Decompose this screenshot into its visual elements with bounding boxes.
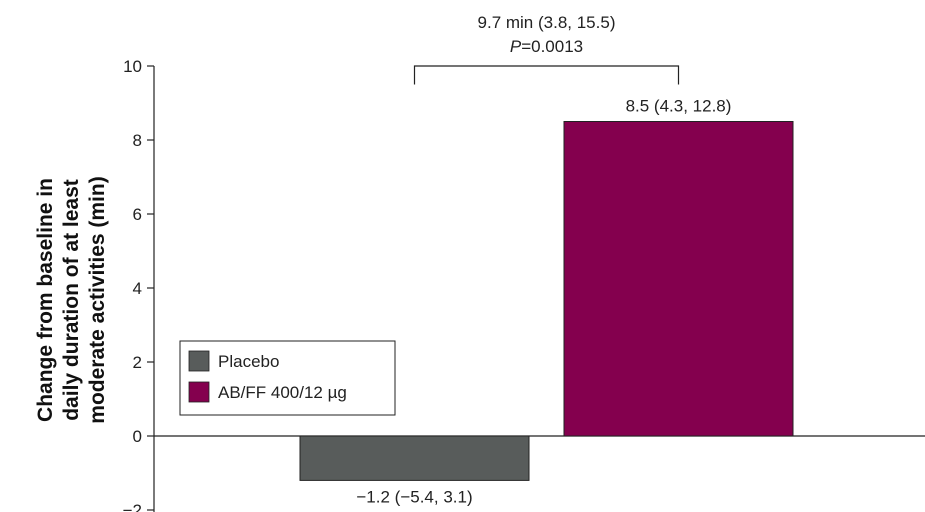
bars	[299, 121, 794, 481]
bar-value-label: −1.2 (−5.4, 3.1)	[356, 487, 472, 506]
y-tick-label: 4	[133, 279, 142, 298]
p-value-annotation: P=0.0013	[510, 37, 583, 56]
significance-bracket	[413, 65, 680, 85]
bar-labels: −1.2 (−5.4, 3.1) 8.5 (4.3, 12.8)	[356, 97, 731, 507]
p-value-number: =0.0013	[521, 37, 583, 56]
y-axis-ticks: −2 0 2 4 6 8 10	[123, 57, 154, 512]
legend-label-ab-ff: AB/FF 400/12 µg	[218, 383, 347, 402]
bar-value-label: 8.5 (4.3, 12.8)	[626, 97, 732, 116]
y-tick-label: 10	[123, 57, 142, 76]
y-axis-title-line-3: moderate activities (min)	[86, 176, 109, 423]
legend-swatch-placebo	[188, 350, 210, 372]
legend-swatch-ab-ff	[188, 381, 210, 403]
y-tick-label: 0	[133, 427, 142, 446]
y-tick-label: 2	[133, 353, 142, 372]
legend: Placebo AB/FF 400/12 µg	[179, 340, 396, 416]
y-axis-title-line-2: daily duration of at least	[60, 179, 83, 421]
legend-label-placebo: Placebo	[218, 352, 279, 371]
y-axis-title: Change from baseline in daily duration o…	[34, 176, 109, 423]
y-tick-label: −2	[123, 501, 142, 512]
p-value-symbol: P	[510, 37, 522, 56]
bar-ab-ff	[563, 121, 794, 437]
y-tick-label: 6	[133, 205, 142, 224]
legend-box	[179, 340, 396, 416]
difference-annotation: 9.7 min (3.8, 15.5)	[478, 13, 616, 32]
y-tick-label: 8	[133, 131, 142, 150]
bar-placebo	[299, 435, 530, 481]
y-axis-title-line-1: Change from baseline in	[34, 178, 57, 422]
